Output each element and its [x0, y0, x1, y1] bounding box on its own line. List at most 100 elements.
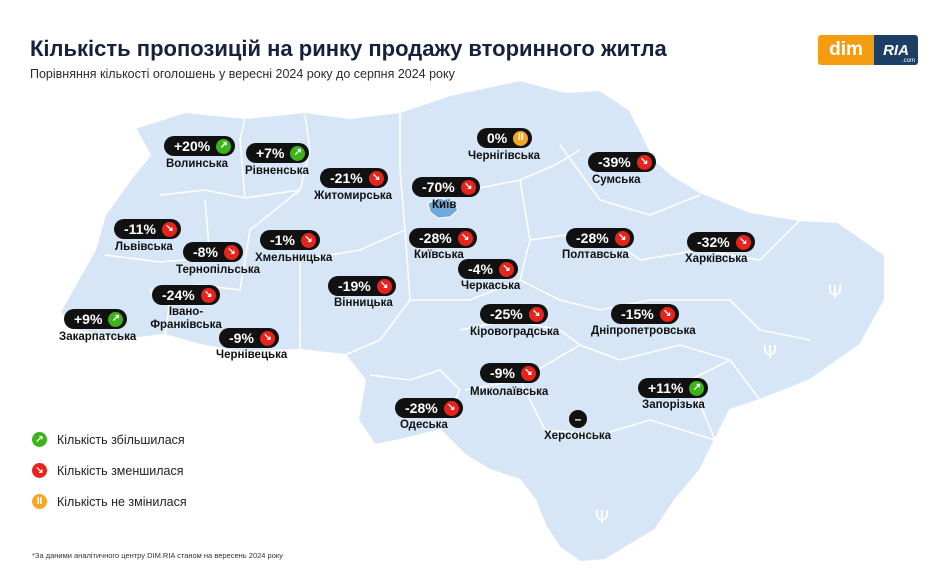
region-value-text: -9%	[490, 365, 515, 381]
arrow-down-icon: ↘	[614, 230, 630, 246]
region-name-chernihivska: Чернігівська	[468, 150, 541, 162]
region-value-vinnytska: -19% ↘	[328, 276, 396, 296]
pause-icon: II	[32, 494, 47, 509]
region-name-mykolaivska: Миколаївська	[470, 386, 549, 398]
arrow-down-icon: ↘	[460, 179, 476, 195]
footnote: *За даними аналітичного центру DIM.RIA с…	[32, 551, 284, 560]
legend-label: Кількість зменшилася	[57, 463, 184, 478]
region-value-zakarpatska: +9% ↗	[64, 309, 128, 329]
region-name-kharkivska: Харківська	[685, 253, 748, 265]
region-name-zhytomyrska: Житомирська	[314, 190, 393, 202]
kyiv-city-shape	[427, 197, 459, 219]
arrow-up-icon: ↗	[216, 138, 232, 154]
region-value-text: -8%	[193, 244, 218, 260]
legend-label: Кількість збільшилася	[57, 432, 185, 447]
region-value-lvivska: -11% ↘	[114, 219, 181, 239]
trident-icon: Ψ	[595, 507, 609, 528]
region-name-ternopilska: Тернопільська	[176, 264, 260, 276]
region-value-text: +9%	[74, 311, 103, 327]
arrow-down-icon: ↘	[368, 170, 384, 186]
region-name-rivnenska: Рівненська	[245, 165, 309, 177]
region-name-kyiv-city: Київ	[432, 199, 457, 211]
region-value-sumska: -39% ↘	[588, 152, 656, 172]
region-value-kyiv-city: -70% ↘	[412, 177, 480, 197]
region-value-text: -1%	[270, 232, 295, 248]
region-name-kyivska: Київська	[414, 249, 464, 261]
region-value-text: +7%	[256, 145, 285, 161]
region-value-text: -28%	[405, 400, 438, 416]
region-value-text: -24%	[162, 287, 195, 303]
trident-icon: Ψ	[828, 282, 842, 303]
region-name-cherkaska: Черкаська	[461, 280, 521, 292]
region-name-lvivska: Львівська	[115, 241, 173, 253]
logo-ria-text: RIA	[883, 41, 909, 59]
region-name-odeska: Одеська	[400, 419, 448, 431]
arrow-down-icon: ↘	[636, 154, 652, 170]
arrow-down-icon: ↘	[443, 400, 459, 416]
region-value-text: -11%	[124, 221, 156, 237]
legend-item-same: II Кількість не змінилася	[32, 494, 187, 509]
region-value-mykolaivska: -9% ↘	[480, 363, 540, 383]
no-data-icon: –	[569, 410, 587, 428]
arrow-down-icon: ↘	[528, 306, 544, 322]
region-value-text: -28%	[419, 230, 452, 246]
arrow-down-icon: ↘	[300, 232, 316, 248]
arrow-down-icon: ↘	[457, 230, 473, 246]
arrow-down-icon: ↘	[735, 234, 751, 250]
arrow-down-icon: ↘	[223, 244, 239, 260]
region-value-text: -21%	[330, 170, 363, 186]
region-value-text: -28%	[576, 230, 609, 246]
arrow-down-icon: ↘	[32, 463, 47, 478]
trident-icon: Ψ	[763, 342, 777, 363]
region-value-text: -15%	[621, 306, 654, 322]
region-name-vinnytska: Вінницька	[334, 297, 393, 309]
arrow-up-icon: ↗	[108, 311, 124, 327]
arrow-down-icon: ↘	[520, 365, 536, 381]
region-value-kirovohradska: -25% ↘	[480, 304, 548, 324]
region-value-text: -4%	[468, 261, 493, 277]
arrow-up-icon: ↗	[290, 145, 306, 161]
legend-label: Кількість не змінилася	[57, 494, 187, 509]
logo-dim: dim	[818, 35, 874, 65]
region-value-text: 0%	[487, 130, 508, 146]
page-subtitle: Порівняння кількості оголошень у вересні…	[30, 67, 455, 81]
region-value-khmelnytska: -1% ↘	[260, 230, 320, 250]
region-name-chernivetska: Чернівецька	[216, 349, 288, 361]
region-value-text: -19%	[338, 278, 371, 294]
arrow-up-icon: ↗	[32, 432, 47, 447]
region-value-text: -39%	[598, 154, 631, 170]
legend-item-up: ↗ Кількість збільшилася	[32, 432, 185, 447]
region-value-text: -9%	[229, 330, 254, 346]
arrow-down-icon: ↘	[659, 306, 675, 322]
legend-item-down: ↘ Кількість зменшилася	[32, 463, 184, 478]
arrow-down-icon: ↘	[200, 287, 216, 303]
region-value-zaporizka: +11% ↗	[638, 378, 709, 398]
logo-ria-suffix: .com	[901, 58, 915, 64]
region-value-text: +11%	[648, 380, 684, 396]
region-name-poltavska: Полтавська	[562, 249, 629, 261]
region-name-sumska: Сумська	[592, 174, 641, 186]
arrow-down-icon: ↘	[161, 221, 177, 237]
region-name-zaporizka: Запорізька	[642, 399, 705, 411]
pause-icon: II	[513, 130, 529, 146]
region-value-poltavska: -28% ↘	[566, 228, 634, 248]
region-name-zakarpatska: Закарпатська	[59, 331, 137, 343]
region-value-ternopilska: -8% ↘	[183, 242, 243, 262]
region-value-odeska: -28% ↘	[395, 398, 463, 418]
region-value-text: -25%	[490, 306, 523, 322]
region-value-chernivetska: -9% ↘	[219, 328, 279, 348]
trident-emblems: Ψ Ψ Ψ	[595, 282, 842, 528]
arrow-down-icon: ↘	[259, 330, 275, 346]
region-value-zhytomyrska: -21% ↘	[320, 168, 388, 188]
region-value-text: +20%	[174, 138, 211, 154]
arrow-down-icon: ↘	[498, 261, 514, 277]
logo-ria: RIA .com	[874, 35, 918, 65]
region-value-kyivska: -28% ↘	[409, 228, 477, 248]
region-name-kirovohradska: Кіровоградська	[470, 326, 560, 338]
region-name-dnipropetrovska: Дніпропетровська	[591, 325, 696, 337]
region-value-ivano-frankivska: -24% ↘	[152, 285, 220, 305]
region-value-volynska: +20% ↗	[164, 136, 236, 156]
region-value-cherkaska: -4% ↘	[458, 259, 518, 279]
region-name-ivano-frankivska: Івано-Франківська	[150, 306, 222, 331]
